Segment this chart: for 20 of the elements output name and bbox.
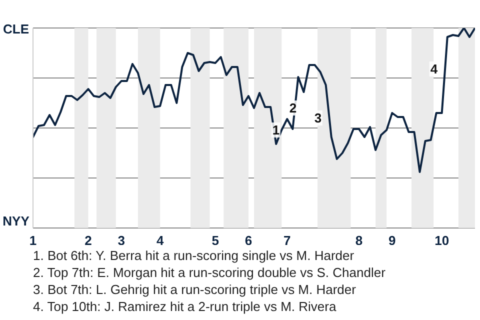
annotation: 4 bbox=[429, 62, 439, 76]
text: NYY bbox=[2, 214, 30, 228]
x-tick-label: 7 bbox=[284, 233, 291, 248]
text: 1. Bot 6th: Y. Berra hit a run-scoring single vs M. Harder bbox=[33, 247, 356, 264]
x-tick-label: 10 bbox=[434, 233, 450, 248]
x-tick-label: 4 bbox=[156, 233, 164, 248]
text: 2. Top 7th: E. Morgan hit a run-scoring double vs S. Chandler bbox=[33, 264, 386, 281]
x-tick-label: 3 bbox=[118, 233, 126, 248]
annotation: 3 bbox=[313, 110, 323, 126]
annotation: 1 bbox=[271, 122, 281, 138]
x-tick-label: 1 bbox=[29, 233, 37, 248]
text: 3. Bot 7th: L. Gehrig hit a run-scoring triple vs M. Harder bbox=[33, 281, 357, 298]
x-tick-label: 5 bbox=[212, 233, 219, 248]
annotation: 2 bbox=[288, 100, 298, 116]
text: CLE bbox=[3, 22, 29, 36]
x-tick-label: 9 bbox=[388, 233, 396, 248]
text: 4. Top 10th: J. Ramirez hit a 2-run triple vs M. Rivera bbox=[33, 298, 338, 315]
x-tick-label: 6 bbox=[244, 233, 252, 248]
x-tick-label: 8 bbox=[355, 233, 363, 248]
x-tick-label: 2 bbox=[84, 233, 92, 248]
